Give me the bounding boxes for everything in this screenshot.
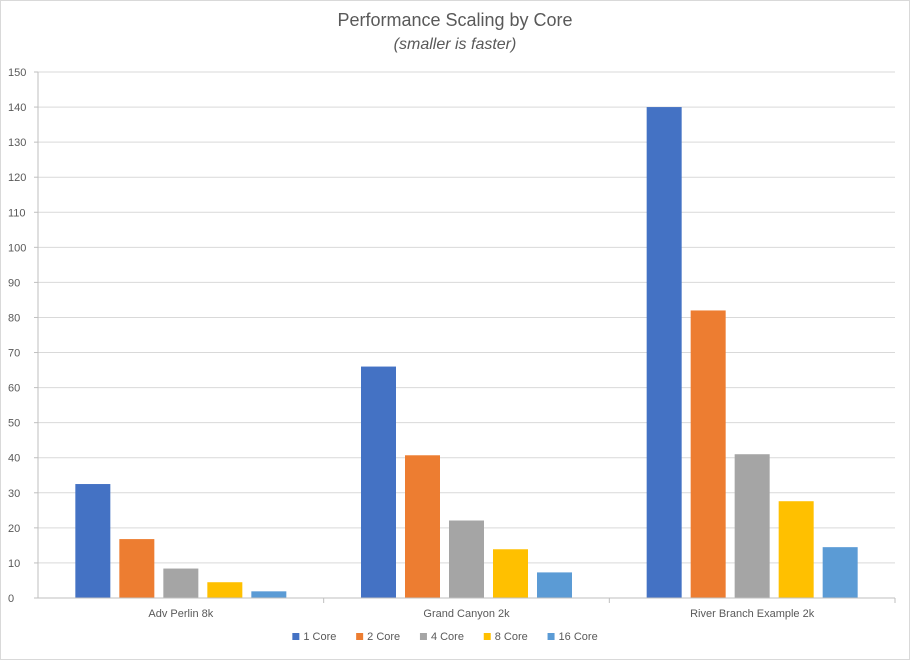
legend: 1 Core 2 Core 4 Core 8 Core 16 Core (292, 631, 598, 643)
y-tick-label: 100 (8, 242, 26, 254)
y-tick-label: 50 (8, 418, 20, 430)
legend-label: 1 Core (303, 631, 336, 643)
bar (75, 484, 111, 598)
bar (361, 366, 396, 598)
y-tick-label: 40 (8, 453, 20, 465)
bar (405, 455, 440, 598)
y-tick-label: 80 (8, 312, 20, 324)
x-tick-label: River Branch Example 2k (690, 608, 815, 620)
bar (690, 310, 726, 598)
legend-swatch (292, 633, 300, 640)
y-tick-label: 110 (8, 207, 26, 219)
x-tick-label: Adv Perlin 8k (148, 608, 213, 620)
y-tick-label: 70 (8, 348, 20, 360)
y-tick-label: 30 (8, 488, 20, 500)
bar (449, 520, 484, 598)
bar (207, 582, 243, 598)
bar (734, 454, 770, 598)
legend-swatch (419, 633, 427, 640)
y-tick-label: 120 (8, 172, 26, 184)
chart-title: Performance Scaling by Core (337, 10, 573, 30)
y-tick-label: 150 (8, 67, 26, 79)
chart-subtitle: (smaller is faster) (393, 36, 517, 53)
y-tick-label: 140 (8, 102, 26, 114)
bars (75, 107, 858, 599)
bar (646, 107, 682, 599)
legend-label: 2 Core (367, 631, 400, 643)
bar (119, 539, 155, 598)
bar (493, 549, 528, 598)
y-axis-ticks: 0 10 20 30 40 50 60 70 80 90 100 110 120 130 140 150 (8, 67, 38, 605)
bar (822, 547, 858, 598)
y-tick-label: 0 (8, 593, 14, 605)
y-tick-label: 10 (8, 558, 20, 570)
legend-label: 16 Core (559, 631, 598, 643)
legend-label: 8 Core (495, 631, 528, 643)
axes (37, 72, 895, 599)
y-tick-label: 20 (8, 523, 20, 535)
bar (778, 501, 814, 598)
y-tick-label: 60 (8, 383, 20, 395)
bar (163, 568, 199, 598)
bar (251, 591, 287, 598)
bar (537, 572, 572, 598)
legend-label: 4 Core (431, 631, 464, 643)
y-tick-label: 90 (8, 277, 20, 289)
legend-swatch (483, 633, 491, 640)
y-tick-label: 130 (8, 137, 26, 149)
x-axis-labels: Adv Perlin 8k Grand Canyon 2k River Branch… (148, 598, 896, 620)
x-tick-label: Grand Canyon 2k (423, 608, 510, 620)
legend-swatch (356, 633, 364, 640)
legend-swatch (547, 633, 555, 640)
gridlines (38, 71, 895, 564)
